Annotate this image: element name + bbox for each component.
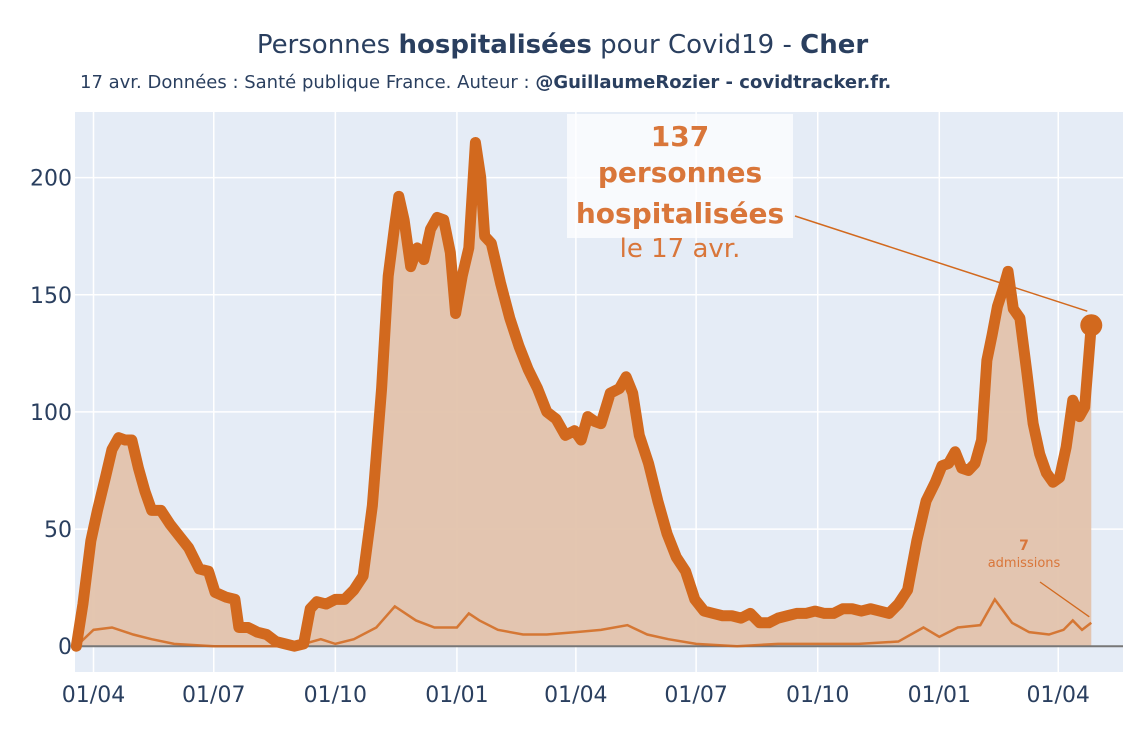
title-bold-measure: hospitalisées	[398, 30, 592, 60]
x-tick-label: 01/04	[62, 683, 125, 708]
x-tick-label: 01/07	[664, 683, 727, 708]
subtitle-text: 17 avr. Données : Santé publique France.…	[80, 72, 536, 93]
y-tick-label: 150	[30, 284, 72, 309]
y-tick-label: 200	[30, 167, 72, 192]
chart-marks	[70, 136, 1123, 652]
hospitalized-area	[76, 142, 1092, 647]
hospitalized-line	[70, 136, 1097, 652]
x-tick-label: 01/04	[544, 683, 607, 708]
x-tick-label: 01/07	[182, 683, 245, 708]
x-tick-label: 01/04	[1027, 683, 1090, 708]
admissions-value: 7	[1019, 538, 1029, 554]
x-tick-label: 01/01	[908, 683, 971, 708]
y-axis-ticks: 0 50 100 150 200	[30, 167, 72, 661]
x-tick-label: 01/01	[425, 683, 488, 708]
title-bold-region: Cher	[800, 30, 869, 60]
admissions-annotation: 7 admissions	[975, 537, 1073, 573]
admissions-arrow	[1039, 581, 1090, 618]
latest-value-annotation: 137 personnes hospitalisées le 17 avr.	[567, 114, 793, 264]
admissions-label: admissions	[987, 556, 1061, 571]
y-tick-label: 100	[30, 401, 72, 426]
y-tick-label: 0	[58, 635, 72, 660]
annotation-arrow	[794, 215, 1088, 312]
admissions-line	[75, 597, 1093, 648]
annotation-line2: hospitalisées	[575, 197, 785, 230]
y-tick-label: 50	[44, 518, 72, 543]
x-tick-label: 01/10	[786, 683, 849, 708]
x-tick-label: 01/10	[304, 683, 367, 708]
title-prefix: Personnes	[256, 30, 399, 60]
title-middle: pour Covid19 -	[591, 30, 801, 60]
x-axis-ticks: 01/04 01/07 01/10 01/01 01/04 01/07 01/10 01/01…	[62, 683, 1090, 708]
chart-subtitle: 17 avr. Données : Santé publique France.…	[80, 72, 891, 93]
annotation-line1: 137 personnes	[597, 120, 763, 189]
chart-title: Personnes hospitalisées pour Covid19 - C…	[0, 30, 1125, 60]
latest-point-marker	[1080, 314, 1103, 337]
subtitle-author: @GuillaumeRozier - covidtracker.fr.	[535, 72, 892, 93]
annotation-line3: le 17 avr.	[619, 234, 741, 264]
